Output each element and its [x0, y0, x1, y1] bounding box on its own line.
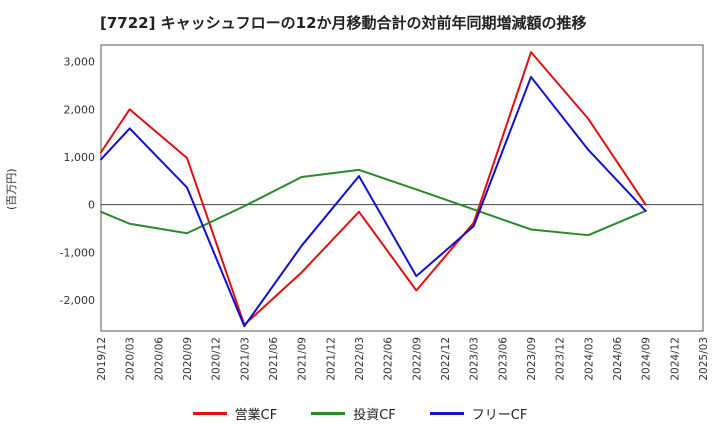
legend-item-2: フリーCF [429, 404, 528, 423]
y-tick-label: 2,000 [64, 103, 96, 116]
x-tick-label: 2023/06 [497, 337, 509, 381]
y-tick-label: -1,000 [60, 246, 95, 259]
x-tick-label: 2024/12 [669, 337, 681, 381]
x-tick-label: 2023/03 [469, 337, 481, 381]
x-tick-label: 2022/06 [383, 337, 395, 381]
legend-swatch [429, 412, 464, 415]
legend-label: フリーCF [471, 408, 528, 423]
x-tick-label: 2020/03 [125, 337, 137, 381]
x-tick-label: 2020/09 [182, 337, 194, 381]
series-line-0 [100, 51, 647, 326]
x-tick-label: 2022/03 [354, 337, 366, 381]
x-tick-label: 2025/03 [698, 337, 710, 381]
legend-swatch [311, 412, 346, 415]
x-tick-label: 2021/09 [297, 337, 309, 381]
legend-swatch [192, 412, 227, 415]
legend-item-0: 営業CF [192, 404, 278, 423]
x-tick-label: 2020/06 [153, 337, 165, 381]
x-tick-label: 2023/12 [555, 337, 567, 381]
x-tick-label: 2021/12 [325, 337, 337, 381]
x-tick-label: 2024/06 [612, 337, 624, 381]
y-tick-label: -2,000 [60, 294, 95, 307]
x-tick-label: 2024/03 [583, 337, 595, 381]
legend: 営業CF 投資CF フリーCF [0, 404, 720, 423]
series-layer [100, 51, 647, 328]
y-tick-label: 3,000 [64, 56, 96, 69]
legend-item-1: 投資CF [311, 404, 396, 423]
x-tick-label: 2024/09 [641, 337, 653, 381]
y-tick-label: 1,000 [64, 151, 96, 164]
y-tick-label: 0 [88, 199, 95, 212]
chart-title: [7722] キャッシュフローの12か月移動合計の対前年同期増減額の推移 [100, 14, 587, 32]
x-tick-label: 2022/09 [411, 337, 423, 381]
series-line-1 [100, 168, 647, 237]
tick-layer: 3,000 2,000 1,000 0 -1,000 -2,000 2019/12 2020/… [60, 56, 710, 381]
x-tick-label: 2023/09 [526, 337, 538, 381]
series-line-2 [100, 75, 647, 328]
plot-frame [100, 44, 704, 332]
axis-layer [100, 44, 704, 332]
x-tick-label: 2021/03 [239, 337, 251, 381]
x-tick-label: 2021/06 [268, 337, 280, 381]
legend-label: 営業CF [234, 408, 278, 423]
x-tick-label: 2019/12 [96, 337, 108, 381]
legend-label: 投資CF [353, 408, 396, 423]
x-tick-label: 2022/12 [440, 337, 452, 381]
x-tick-label: 2020/12 [211, 337, 223, 381]
